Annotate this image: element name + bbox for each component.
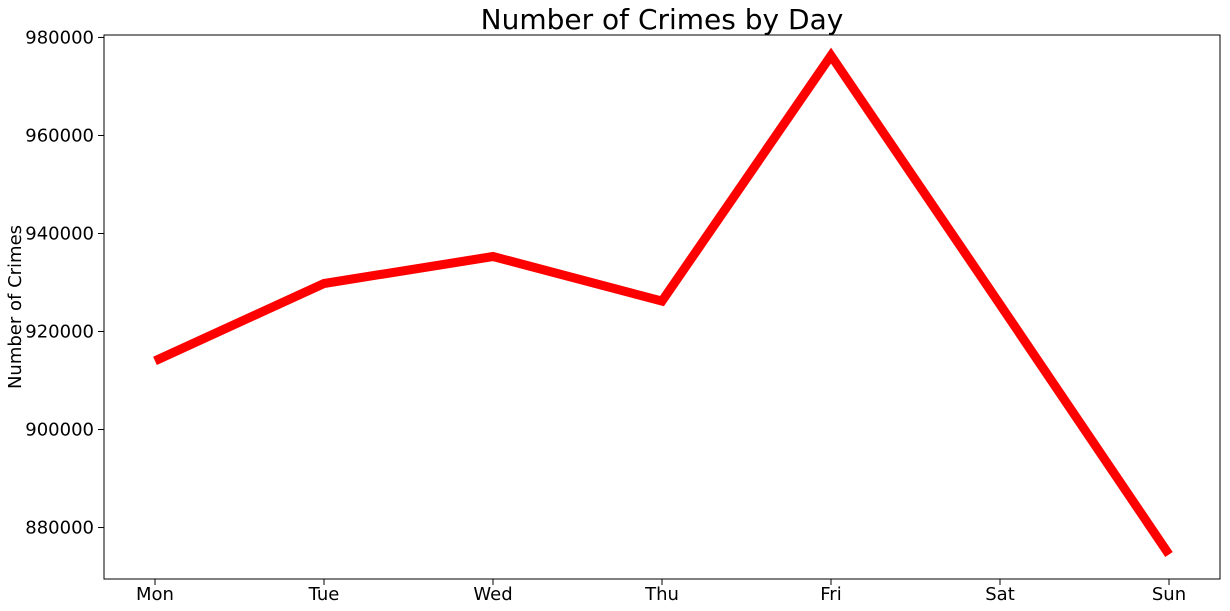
x-tick-label: Sat (985, 584, 1015, 605)
x-tick-label: Wed (473, 584, 512, 605)
y-axis-label: Number of Crimes (5, 225, 26, 389)
x-tick-label: Fri (820, 584, 841, 605)
x-tick-label: Thu (644, 584, 679, 605)
series-layer (153, 47, 1173, 558)
y-tick-label: 880000 (25, 518, 94, 539)
x-tick-label: Tue (308, 584, 340, 605)
y-tick-label: 920000 (25, 322, 94, 343)
y-tick-label: 900000 (25, 420, 94, 441)
chart-title: Number of Crimes by Day (481, 3, 844, 36)
y-tick-label: 980000 (25, 27, 94, 48)
x-tick-label: Mon (136, 584, 174, 605)
x-axis: Mon Tue Wed Thu Fri Sat Sun (136, 579, 1186, 605)
y-axis: 880000 900000 920000 940000 960000 980000 (25, 27, 104, 539)
series-line (153, 47, 1173, 558)
x-tick-label: Sun (1152, 584, 1186, 605)
y-tick-label: 940000 (25, 223, 94, 244)
y-tick-label: 960000 (25, 125, 94, 146)
